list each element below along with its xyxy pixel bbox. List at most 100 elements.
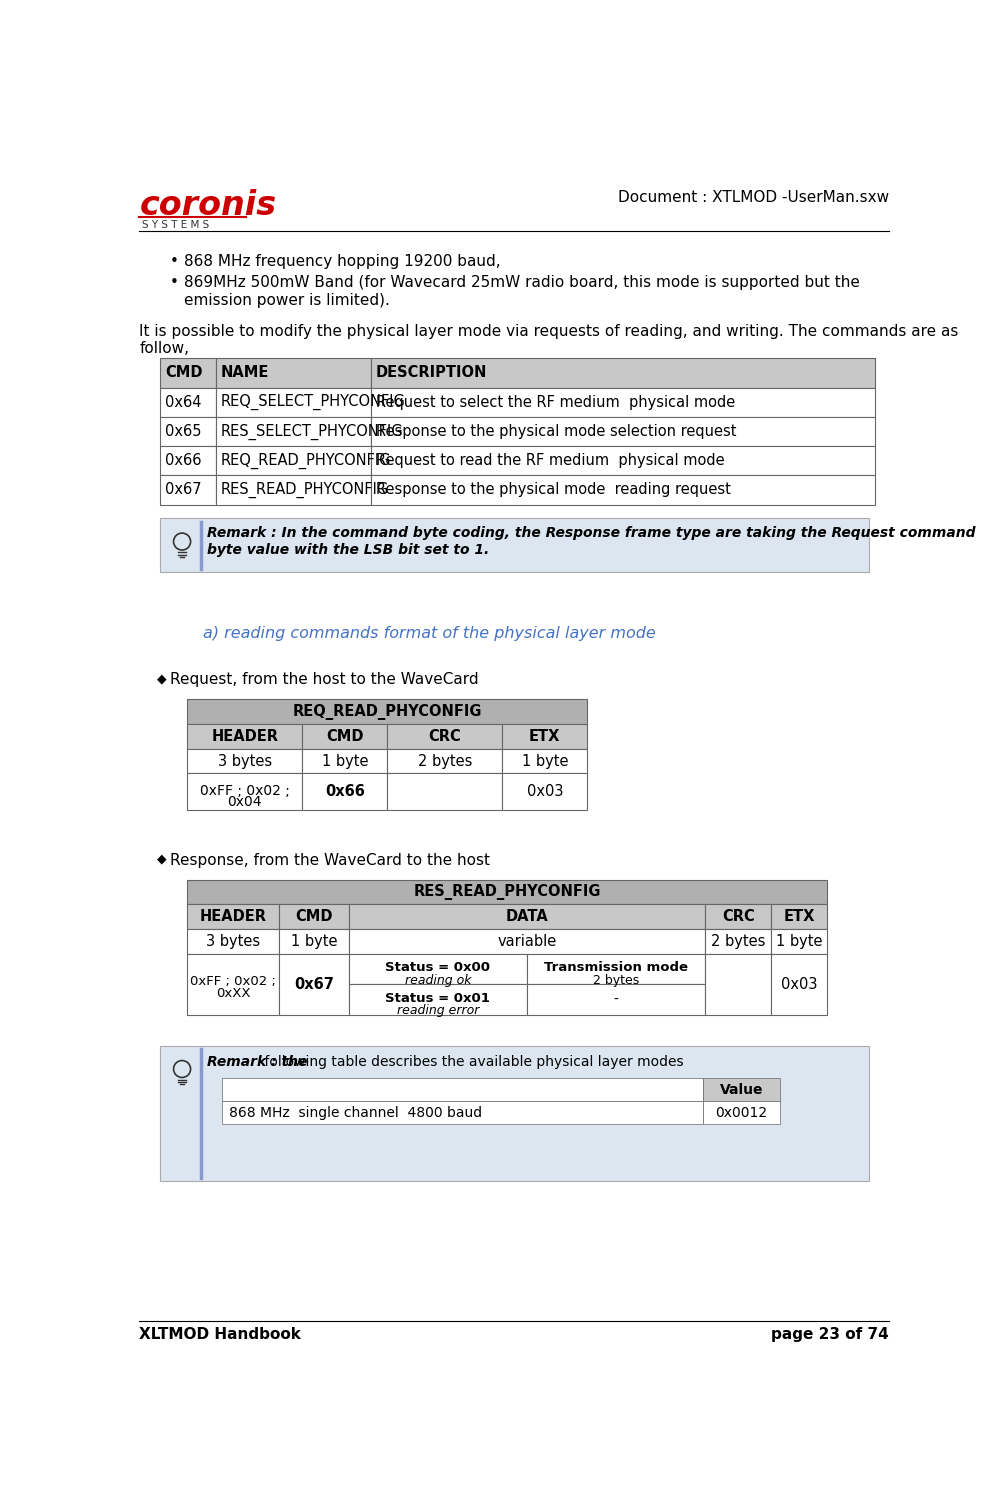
Bar [160, 358, 216, 388]
Text: DATA: DATA [506, 909, 548, 924]
Bar [279, 953, 348, 1015]
Text: RES_READ_PHYCONFIG: RES_READ_PHYCONFIG [413, 883, 601, 900]
Text: Remark : In the command byte coding, the Response frame type are taking the Requ: Remark : In the command byte coding, the… [207, 525, 974, 541]
Bar [371, 445, 874, 476]
Bar [188, 929, 279, 953]
Text: S Y S T E M S: S Y S T E M S [141, 219, 209, 230]
Bar [387, 773, 502, 811]
Bar [348, 985, 527, 1015]
Text: 3 bytes: 3 bytes [218, 753, 272, 769]
Text: CMD: CMD [295, 909, 332, 924]
Bar [222, 1078, 702, 1101]
Bar [770, 929, 826, 953]
Text: 2 bytes: 2 bytes [417, 753, 471, 769]
Bar [371, 476, 874, 504]
Text: REQ_READ_PHYCONFIG: REQ_READ_PHYCONFIG [221, 453, 391, 468]
Bar [770, 904, 826, 929]
Bar [216, 358, 371, 388]
Text: coronis: coronis [139, 189, 276, 222]
Text: Transmission mode: Transmission mode [544, 962, 687, 974]
Text: It is possible to modify the physical layer mode via requests of reading, and wr: It is possible to modify the physical la… [139, 323, 958, 338]
Text: XLTMOD Handbook: XLTMOD Handbook [139, 1327, 301, 1342]
Text: CMD: CMD [164, 365, 203, 381]
Bar [371, 388, 874, 417]
Text: RES_SELECT_PHYCONFIG: RES_SELECT_PHYCONFIG [221, 423, 403, 439]
Text: byte value with the LSB bit set to 1.: byte value with the LSB bit set to 1. [207, 544, 488, 557]
Text: 0x66: 0x66 [164, 453, 202, 468]
Text: 0x03: 0x03 [780, 977, 816, 992]
Bar [188, 699, 587, 725]
Bar [160, 417, 216, 445]
Text: DESCRIPTION: DESCRIPTION [375, 365, 486, 381]
Text: ETX: ETX [782, 909, 813, 924]
Text: Value: Value [719, 1083, 762, 1096]
Text: ◆: ◆ [156, 672, 165, 686]
Bar [160, 445, 216, 476]
Text: CRC: CRC [428, 729, 460, 744]
Text: 1 byte: 1 byte [775, 933, 821, 948]
Bar [216, 388, 371, 417]
Text: 0x66: 0x66 [325, 784, 364, 799]
Text: 0x0012: 0x0012 [715, 1105, 767, 1120]
Bar [702, 1078, 779, 1101]
Bar [188, 953, 279, 1015]
Bar [160, 518, 869, 572]
Text: reading ok: reading ok [404, 974, 470, 986]
Bar [502, 773, 587, 811]
Text: Response to the physical mode  reading request: Response to the physical mode reading re… [375, 483, 730, 497]
Bar [160, 388, 216, 417]
Text: 0x67: 0x67 [164, 483, 202, 497]
Bar [216, 445, 371, 476]
Bar [502, 725, 587, 749]
Bar [188, 725, 302, 749]
Bar [188, 749, 302, 773]
Text: 0xXX: 0xXX [216, 988, 250, 1001]
Text: reading error: reading error [396, 1004, 478, 1018]
Text: 0x67: 0x67 [294, 977, 333, 992]
Bar [188, 904, 279, 929]
Text: RES_READ_PHYCONFIG: RES_READ_PHYCONFIG [221, 482, 389, 498]
Bar [702, 1101, 779, 1125]
Bar [222, 1101, 702, 1125]
Bar [188, 880, 826, 904]
Bar [704, 929, 770, 953]
Text: a) reading commands format of the physical layer mode: a) reading commands format of the physic… [203, 627, 655, 642]
Text: -: - [613, 992, 618, 1007]
Bar [502, 749, 587, 773]
Text: HEADER: HEADER [200, 909, 267, 924]
Bar [188, 773, 302, 811]
Bar [348, 929, 704, 953]
Text: Response, from the WaveCard to the host: Response, from the WaveCard to the host [171, 853, 489, 868]
Text: follow,: follow, [139, 341, 190, 355]
Bar [387, 725, 502, 749]
Text: Response to the physical mode selection request: Response to the physical mode selection … [375, 424, 735, 439]
Bar [704, 904, 770, 929]
Text: 0xFF ; 0x02 ;: 0xFF ; 0x02 ; [191, 975, 276, 988]
Text: 869MHz 500mW Band (for Wavecard 25mW radio board, this mode is supported but the: 869MHz 500mW Band (for Wavecard 25mW rad… [184, 275, 859, 290]
Bar [387, 749, 502, 773]
Text: 0x65: 0x65 [164, 424, 202, 439]
Text: Request to select the RF medium  physical mode: Request to select the RF medium physical… [375, 394, 734, 409]
Text: Status = 0x01: Status = 0x01 [385, 992, 489, 1006]
Text: 1 byte: 1 byte [521, 753, 568, 769]
Bar [302, 725, 387, 749]
Text: following table describes the available physical layer modes: following table describes the available … [260, 1055, 682, 1069]
Bar [371, 358, 874, 388]
Text: 1 byte: 1 byte [321, 753, 368, 769]
Text: 0x64: 0x64 [164, 394, 202, 409]
Bar [704, 953, 770, 1015]
Bar [160, 1046, 869, 1181]
Bar [216, 417, 371, 445]
Bar [348, 953, 527, 985]
Text: 3 bytes: 3 bytes [206, 933, 260, 948]
Text: ◆: ◆ [156, 853, 165, 865]
Text: 0x04: 0x04 [228, 794, 262, 809]
Bar [279, 904, 348, 929]
Bar [302, 773, 387, 811]
Bar [527, 985, 704, 1015]
Text: emission power is limited).: emission power is limited). [184, 293, 389, 308]
Text: 2 bytes: 2 bytes [710, 933, 764, 948]
Text: Request, from the host to the WaveCard: Request, from the host to the WaveCard [171, 672, 478, 687]
Bar [371, 417, 874, 445]
Text: page 23 of 74: page 23 of 74 [770, 1327, 888, 1342]
